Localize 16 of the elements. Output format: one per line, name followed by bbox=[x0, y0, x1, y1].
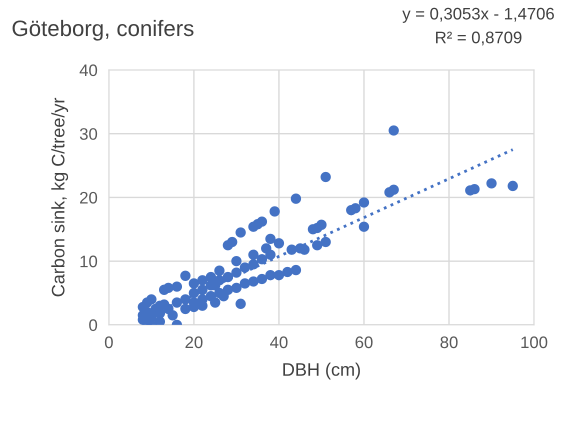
x-tick-label: 20 bbox=[185, 336, 203, 348]
x-tick-label: 60 bbox=[356, 336, 373, 348]
y-tick-label: 30 bbox=[80, 128, 98, 140]
x-axis-title: DBH (cm) bbox=[283, 362, 360, 380]
y-axis-title: Carbon sink, kg C/tree/yr bbox=[51, 98, 68, 296]
x-tick-label: 80 bbox=[440, 336, 458, 348]
text: y = 0,3053x - 1,4706 bbox=[402, 8, 554, 23]
x-tick-label: 40 bbox=[270, 336, 288, 348]
y-tick-label: 10 bbox=[80, 256, 98, 268]
x-tick-label: 100 bbox=[521, 336, 548, 348]
y-tick-label: 20 bbox=[80, 192, 98, 204]
y-tick-label: 40 bbox=[80, 64, 98, 76]
text: R² = 0,8709 bbox=[436, 32, 522, 46]
x-tick-label: 0 bbox=[104, 336, 113, 348]
chart-title: Göteborg, conifers bbox=[12, 20, 194, 41]
y-tick-label: 0 bbox=[89, 319, 98, 332]
